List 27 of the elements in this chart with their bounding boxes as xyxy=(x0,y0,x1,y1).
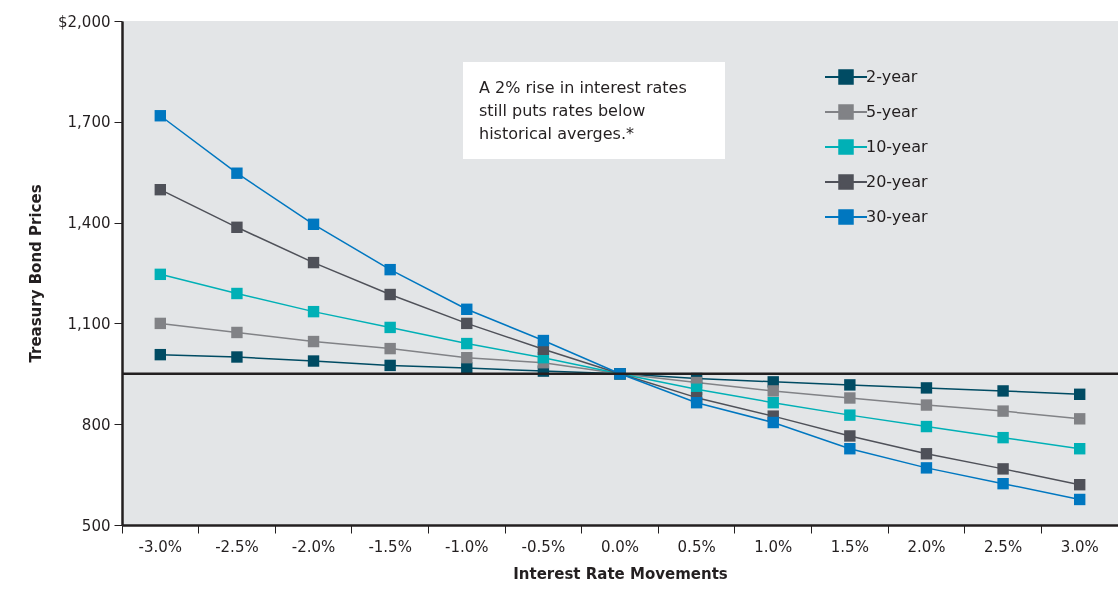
x-tick-label: -0.5% xyxy=(521,537,566,556)
y-tick-label: $2,000 xyxy=(58,12,111,31)
x-tick-label: 1.0% xyxy=(754,537,793,556)
x-tick-label: -2.5% xyxy=(215,537,259,556)
y-axis-title: Treasury Bond Prices xyxy=(27,184,46,363)
x-tick-label: 2.0% xyxy=(907,537,946,556)
x-axis-title: Interest Rate Movements xyxy=(513,564,728,583)
legend-label: 2-year xyxy=(866,67,918,86)
x-tick-label: 1.5% xyxy=(830,537,869,556)
x-tick-label: 0.0% xyxy=(600,537,640,556)
legend-label: 20-year xyxy=(866,172,928,191)
x-tick-label: -1.0% xyxy=(445,537,489,556)
y-tick-label: 1,100 xyxy=(67,314,111,333)
y-tick-label: 500 xyxy=(81,516,111,535)
x-tick-label: -1.5% xyxy=(368,537,412,556)
x-tick-label: 3.0% xyxy=(1060,537,1099,556)
legend-label: 5-year xyxy=(866,102,918,121)
x-tick-label: -3.0% xyxy=(138,537,183,556)
legend-label: 10-year xyxy=(866,137,928,156)
x-tick-label: 0.5% xyxy=(677,537,716,556)
x-tick-label: -2.0% xyxy=(291,537,336,556)
y-tick-label: 1,400 xyxy=(67,214,111,233)
y-tick-label: 1,700 xyxy=(67,113,111,132)
legend-label: 30-year xyxy=(866,207,928,226)
x-tick-label: 2.5% xyxy=(984,537,1023,556)
y-tick-label: 800 xyxy=(81,415,111,434)
note-box: A 2% rise in interest rates still puts rates below historical averges.* xyxy=(463,62,725,159)
